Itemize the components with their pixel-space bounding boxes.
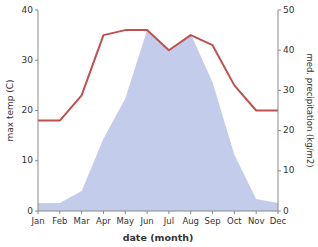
- x-tick: [168, 211, 169, 214]
- x-tick: [147, 211, 148, 214]
- y2-tick-label: 50: [283, 5, 295, 15]
- x-tick: [103, 211, 104, 214]
- temperature-line: [38, 30, 278, 120]
- y2-axis-label: med. precipitation (kg/m2): [305, 53, 315, 167]
- y-tick-label: 30: [22, 55, 34, 65]
- y-axis-label: max temp (C): [5, 79, 15, 141]
- x-tick-label: Sep: [205, 216, 221, 226]
- y-tick: [35, 160, 38, 161]
- x-tick: [59, 211, 60, 214]
- x-tick: [125, 211, 126, 214]
- y2-tick: [278, 130, 281, 131]
- x-tick-label: Dec: [270, 216, 287, 226]
- plot-area: [38, 30, 278, 211]
- x-tick-label: Aug: [182, 216, 199, 226]
- y-tick: [35, 10, 38, 11]
- y2-tick: [278, 90, 281, 91]
- y2-tick-label: 10: [283, 165, 295, 175]
- y2-axis-line: [278, 10, 279, 211]
- x-tick-label: Jun: [139, 216, 153, 226]
- y-tick: [35, 110, 38, 111]
- x-tick: [81, 211, 82, 214]
- x-tick: [234, 211, 235, 214]
- y2-tick-label: 30: [283, 85, 295, 95]
- y2-tick-label: 20: [283, 125, 295, 135]
- x-tick: [278, 211, 279, 214]
- y-tick: [35, 60, 38, 61]
- chart: 0 10 20 30 40 max temp (C) 0 10 20 30 40 50 med. pre…: [0, 0, 318, 247]
- x-tick: [38, 211, 39, 214]
- y2-tick: [278, 10, 281, 11]
- y-tick-label: 10: [22, 155, 34, 165]
- x-tick-label: Oct: [227, 216, 242, 226]
- y2-tick-label: 0: [283, 206, 289, 216]
- x-tick-label: Nov: [248, 216, 265, 226]
- y-tick-label: 0: [27, 206, 33, 216]
- y2-tick: [278, 170, 281, 171]
- x-tick-label: Jul: [163, 216, 174, 226]
- x-axis-line: [38, 211, 278, 212]
- x-tick-label: Jan: [30, 216, 44, 226]
- y2-tick-label: 40: [283, 45, 295, 55]
- x-axis-label: date (month): [123, 232, 194, 243]
- x-tick: [212, 211, 213, 214]
- x-tick: [190, 211, 191, 214]
- y-tick-label: 40: [22, 5, 34, 15]
- x-tick-label: Apr: [96, 216, 111, 226]
- x-tick: [256, 211, 257, 214]
- x-tick-label: Mar: [74, 216, 91, 226]
- x-tick-label: Feb: [52, 216, 67, 226]
- y2-tick: [278, 50, 281, 51]
- x-tick-label: May: [116, 216, 134, 226]
- y-tick-label: 20: [22, 105, 34, 115]
- precipitation-area: [38, 30, 278, 211]
